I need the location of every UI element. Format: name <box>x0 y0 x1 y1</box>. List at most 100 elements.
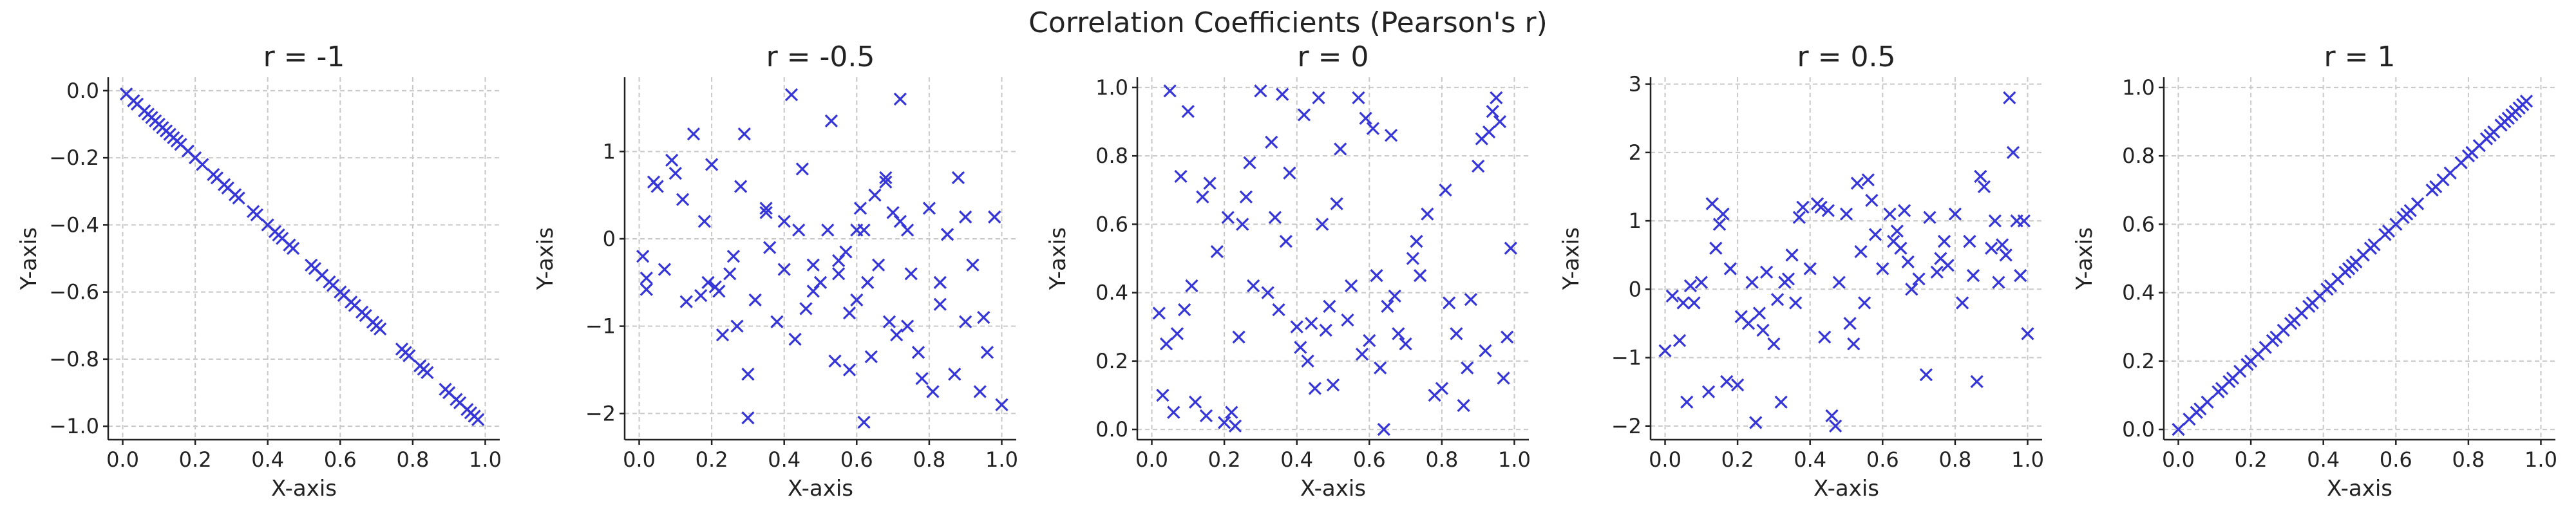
data-point <box>1825 409 1839 422</box>
data-point <box>1272 303 1285 317</box>
data-point <box>1995 238 2009 252</box>
scatter-panel-5: 0.0 0.2 0.4 0.6 0.8 1.0 0.0 0.2 0.4 0.6 0.8 1.0 r = … <box>2072 41 2557 501</box>
data-point <box>1854 245 1868 259</box>
data-point <box>1752 306 1766 320</box>
data-point <box>1435 382 1449 395</box>
x-tick-label: 0.2 <box>696 447 728 472</box>
data-point <box>734 180 748 193</box>
x-tick-label: 0.8 <box>1425 447 1458 472</box>
data-point <box>1355 348 1369 361</box>
data-point <box>1905 283 1918 296</box>
data-point <box>1203 176 1217 190</box>
data-point <box>1392 327 1405 341</box>
data-point <box>1876 262 1889 276</box>
data-point <box>857 223 871 237</box>
data-point <box>1999 248 2012 262</box>
data-point <box>1923 211 1937 224</box>
data-point <box>1683 279 1698 293</box>
data-point <box>1770 293 1785 306</box>
x-tick-label: 0.2 <box>1208 447 1241 472</box>
data-point <box>650 180 664 193</box>
data-point <box>1992 276 2005 289</box>
data-point <box>904 267 918 281</box>
panel-title: r = 0.5 <box>1797 41 1896 73</box>
data-points <box>1152 84 1517 436</box>
data-point <box>1687 296 1701 310</box>
y-tick-label: 1 <box>1629 209 1642 233</box>
data-point <box>1676 296 1690 310</box>
x-tick-label: 0.2 <box>1721 447 1754 472</box>
x-axis-label: X-axis <box>1300 476 1366 501</box>
data-point <box>1843 317 1857 330</box>
data-point <box>864 350 878 364</box>
x-tick-label: 0.6 <box>1353 447 1386 472</box>
data-point <box>1890 224 1904 238</box>
x-tick-label: 1.0 <box>469 447 502 472</box>
data-point <box>2003 91 2016 104</box>
data-point <box>1482 125 1496 139</box>
y-tick-label: −0.6 <box>49 280 99 304</box>
y-tick-label: −0.8 <box>49 347 99 371</box>
data-point <box>850 293 864 307</box>
data-point <box>1821 204 1835 218</box>
data-point <box>792 223 806 237</box>
data-point <box>922 201 936 215</box>
data-point <box>900 319 914 333</box>
data-point <box>1185 279 1198 293</box>
data-point <box>1152 306 1166 320</box>
data-point <box>879 171 893 185</box>
data-point <box>730 319 744 333</box>
data-point <box>1413 268 1427 283</box>
scatter-panels: 0.0 0.2 0.4 0.6 0.8 1.0 0.0 −0.2 −0.4 −0.6 −0.8 −1.… <box>16 41 2557 501</box>
data-point <box>636 249 650 263</box>
data-point <box>1170 327 1184 341</box>
data-point <box>2201 395 2214 409</box>
data-point <box>1294 341 1307 354</box>
data-point <box>1988 214 2002 228</box>
y-axis-label: Y-axis <box>1045 227 1071 290</box>
data-point <box>926 385 940 398</box>
data-point <box>1723 262 1737 276</box>
panel-title: r = 1 <box>2324 41 2396 73</box>
scatter-panel-2: 0.0 0.2 0.4 0.6 0.8 1.0 1 0 −1 −2 r = -0.5 X-axis Y-… <box>533 41 1018 501</box>
data-point <box>1709 241 1723 255</box>
data-point <box>1749 416 1763 429</box>
y-tick-label: −1.0 <box>49 414 99 438</box>
x-tick-label: 0.4 <box>768 447 800 472</box>
data-point <box>374 322 387 336</box>
data-point <box>886 206 900 220</box>
y-tick-label: −0.4 <box>49 212 99 237</box>
x-tick-label: 1.0 <box>1498 447 1531 472</box>
data-point <box>712 285 726 298</box>
data-point <box>2014 268 2027 283</box>
y-tick-label: 3 <box>1629 72 1642 97</box>
data-point <box>1658 344 1672 358</box>
data-point <box>250 208 263 221</box>
x-tick-label: 0.6 <box>1866 447 1899 472</box>
x-tick-label: 0.8 <box>2452 447 2485 472</box>
data-points <box>120 87 485 426</box>
data-point <box>1406 252 1419 265</box>
data-point <box>1239 190 1253 204</box>
data-point <box>1315 218 1329 231</box>
data-point <box>1159 337 1173 351</box>
y-tick-label: 0.4 <box>2122 281 2155 305</box>
y-tick-label: −2 <box>1611 414 1642 438</box>
data-point <box>1301 354 1314 368</box>
data-point <box>1232 330 1245 344</box>
data-point <box>1341 313 1354 327</box>
x-tick-label: 0.6 <box>2380 447 2412 472</box>
data-point <box>806 285 820 298</box>
data-point <box>694 289 708 303</box>
data-point <box>1858 296 1871 310</box>
data-point <box>988 210 1001 224</box>
data-point <box>995 398 1009 411</box>
y-tick-label: 1.0 <box>2122 75 2155 100</box>
data-point <box>784 88 799 102</box>
data-point <box>1937 234 1951 248</box>
data-point <box>1796 200 1810 214</box>
data-points <box>2172 95 2533 436</box>
data-point <box>1694 276 1708 289</box>
y-tick-label: 1.0 <box>1095 75 1128 100</box>
